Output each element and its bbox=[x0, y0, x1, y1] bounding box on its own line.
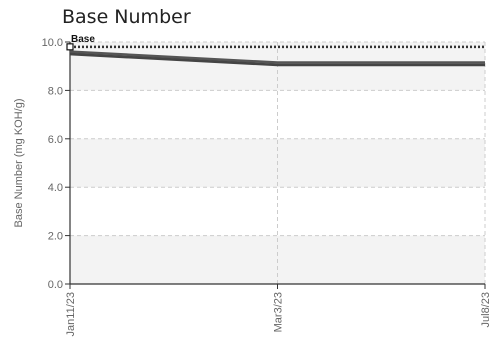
y-axis-label: Base Number (mg KOH/g) bbox=[13, 99, 25, 228]
annotation-label: Base bbox=[71, 34, 95, 45]
x-tick-label: Jan11/23 bbox=[65, 292, 77, 336]
y-tick-label: 6.0 bbox=[48, 134, 63, 146]
x-tick-label: Mar3/23 bbox=[273, 292, 285, 332]
y-tick-label: 2.0 bbox=[48, 231, 63, 243]
y-tick-label: 10.0 bbox=[42, 37, 63, 49]
series-line-2 bbox=[69, 52, 485, 67]
x-tick-label: Jul8/23 bbox=[480, 292, 492, 327]
y-tick-label: 0.0 bbox=[48, 279, 63, 291]
chart-title: Base Number bbox=[62, 6, 191, 28]
series-marker-base bbox=[66, 43, 74, 51]
y-tick-label: 8.0 bbox=[48, 85, 63, 97]
y-tick-label: 4.0 bbox=[48, 182, 63, 194]
series-line-1 bbox=[69, 50, 485, 64]
